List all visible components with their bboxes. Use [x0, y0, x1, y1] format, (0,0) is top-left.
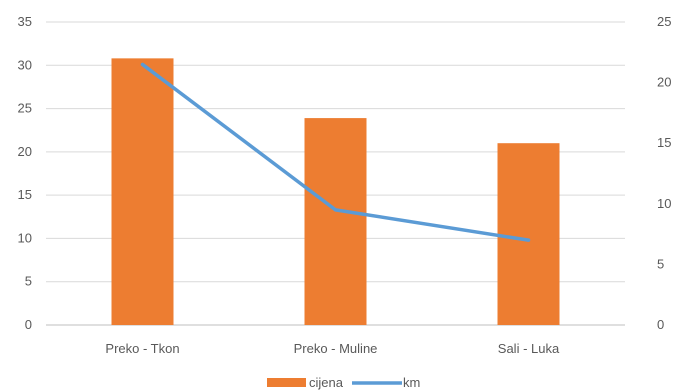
y-tick-label: 10	[18, 230, 32, 245]
bar-1	[111, 58, 174, 326]
y2-tick-label: 15	[657, 135, 671, 150]
right-axis-ticks: 0 5 10 15 20 25	[657, 14, 671, 332]
left-axis-ticks: 0 5 10 15 20 25 30 35	[18, 14, 32, 332]
legend-swatch-cijena	[267, 378, 306, 387]
y-tick-label: 35	[18, 14, 32, 29]
y2-tick-label: 10	[657, 196, 671, 211]
x-tick-label: Preko - Tkon	[105, 341, 179, 356]
y-tick-label: 25	[18, 101, 32, 116]
km-line	[140, 62, 531, 242]
bar-series-cijena	[111, 58, 560, 326]
y-tick-label: 15	[18, 187, 32, 202]
y2-tick-label: 20	[657, 75, 671, 90]
x-tick-label: Preko - Muline	[294, 341, 378, 356]
y-tick-label: 20	[18, 144, 32, 159]
y-tick-label: 0	[25, 317, 32, 332]
line-series-km	[140, 62, 531, 242]
legend-label-km: km	[403, 375, 420, 390]
y-tick-label: 30	[18, 57, 32, 72]
y2-tick-label: 0	[657, 317, 664, 332]
bar-3	[497, 143, 560, 325]
y2-tick-label: 5	[657, 256, 664, 271]
category-axis-labels: Preko - Tkon Preko - Muline Sali - Luka	[105, 341, 560, 356]
legend-label-cijena: cijena	[309, 375, 344, 390]
x-tick-label: Sali - Luka	[498, 341, 560, 356]
y-tick-label: 5	[25, 274, 32, 289]
y2-tick-label: 25	[657, 14, 671, 29]
legend: cijena km	[267, 375, 420, 390]
bar-2	[304, 118, 367, 325]
